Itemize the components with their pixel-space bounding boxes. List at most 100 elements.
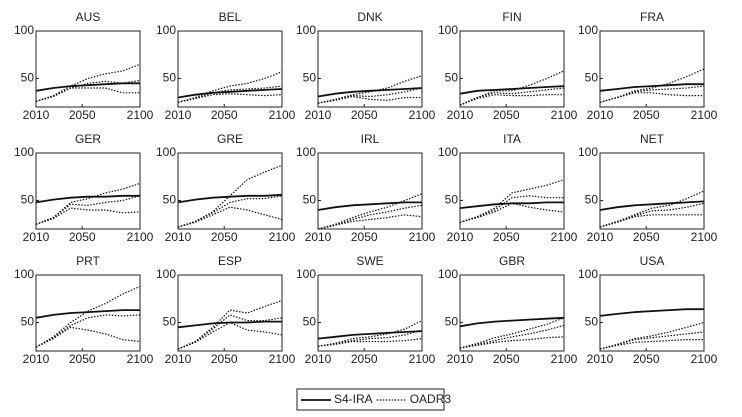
- y-tick-label: 100: [156, 23, 176, 37]
- axes-frame: [35, 152, 141, 230]
- series-line: [459, 85, 565, 95]
- x-tick-label: 2050: [493, 230, 520, 244]
- series-line: [459, 195, 564, 223]
- series-line: [35, 285, 141, 348]
- x-tick-label: 2100: [269, 108, 296, 122]
- x-tick-label: 2010: [165, 230, 192, 244]
- x-tick-label: 2050: [69, 108, 96, 122]
- series-line: [459, 316, 565, 328]
- y-tick-label: 50: [163, 193, 177, 207]
- panel-title: GRE: [217, 132, 243, 146]
- panel-title: USA: [640, 254, 665, 268]
- x-tick-label: 2050: [351, 352, 378, 366]
- y-tick-label: 50: [21, 193, 35, 207]
- series-line: [599, 92, 704, 103]
- series-line: [35, 63, 141, 102]
- x-tick-label: 2010: [23, 230, 50, 244]
- x-tick-label: 2100: [409, 352, 436, 366]
- x-tick-label: 2050: [633, 352, 660, 366]
- y-tick-label: 100: [14, 145, 34, 159]
- x-tick-label: 2010: [587, 108, 614, 122]
- series-line: [35, 79, 141, 102]
- axes-frame: [459, 30, 565, 108]
- series-line: [317, 87, 423, 98]
- y-tick-label: 50: [585, 71, 599, 85]
- panel-title: PRT: [76, 254, 100, 268]
- x-tick-label: 2100: [691, 230, 718, 244]
- axes-frame: [599, 152, 705, 230]
- series-line: [35, 309, 140, 319]
- panel-title: DNK: [357, 10, 382, 24]
- x-tick-label: 2010: [447, 108, 474, 122]
- series-line: [177, 88, 283, 99]
- y-tick-label: 50: [303, 71, 317, 85]
- axes-frame: [317, 30, 423, 108]
- y-tick-label: 50: [21, 71, 35, 85]
- x-tick-label: 2010: [305, 230, 332, 244]
- series-line: [459, 202, 565, 223]
- series-line: [599, 308, 704, 317]
- series-line: [35, 194, 140, 204]
- y-tick-label: 100: [156, 145, 176, 159]
- axes-frame: [599, 30, 705, 108]
- panel-title: SWE: [356, 254, 383, 268]
- x-tick-label: 2010: [447, 230, 474, 244]
- x-tick-label: 2010: [587, 230, 614, 244]
- legend-box: [296, 388, 445, 411]
- legend-label: OADR3: [410, 392, 452, 406]
- series-line: [459, 317, 565, 349]
- y-tick-label: 100: [296, 23, 316, 37]
- series-line: [177, 93, 283, 103]
- y-tick-label: 50: [163, 71, 177, 85]
- axes-frame: [599, 274, 705, 352]
- series-line: [317, 338, 423, 347]
- x-tick-label: 2050: [211, 108, 238, 122]
- series-line: [317, 193, 423, 230]
- series-line: [35, 195, 141, 225]
- series-line: [459, 324, 565, 349]
- series-line: [459, 94, 564, 106]
- axes-frame: [459, 274, 565, 352]
- y-tick-label: 100: [438, 267, 458, 281]
- series-line: [177, 314, 283, 350]
- y-tick-label: 50: [303, 315, 317, 329]
- series-line: [599, 83, 704, 92]
- x-tick-label: 2010: [447, 352, 474, 366]
- y-tick-label: 100: [578, 267, 598, 281]
- series-line: [599, 190, 705, 228]
- x-tick-label: 2050: [69, 352, 96, 366]
- x-tick-label: 2050: [493, 108, 520, 122]
- series-line: [35, 82, 140, 92]
- y-tick-label: 100: [578, 145, 598, 159]
- x-tick-label: 2050: [351, 230, 378, 244]
- panel-title: GBR: [499, 254, 525, 268]
- panel-title: NET: [640, 132, 665, 146]
- series-line: [317, 95, 422, 104]
- axes-frame: [177, 274, 283, 352]
- x-tick-label: 2100: [691, 352, 718, 366]
- series-line: [599, 200, 705, 211]
- y-tick-label: 100: [156, 267, 176, 281]
- x-tick-label: 2010: [587, 352, 614, 366]
- axes-frame: [35, 30, 141, 108]
- panel-title: FIN: [502, 10, 521, 24]
- x-tick-label: 2010: [305, 352, 332, 366]
- series-line: [599, 85, 705, 103]
- panel-title: ITA: [503, 132, 521, 146]
- y-tick-label: 50: [585, 193, 599, 207]
- y-tick-label: 100: [438, 145, 458, 159]
- series-line: [317, 87, 423, 104]
- x-tick-label: 2100: [551, 108, 578, 122]
- x-tick-label: 2100: [127, 108, 154, 122]
- x-tick-label: 2100: [691, 108, 718, 122]
- series-line: [459, 87, 565, 106]
- panel-title: BEL: [219, 10, 242, 24]
- series-line: [317, 329, 423, 347]
- y-tick-label: 50: [585, 315, 599, 329]
- y-tick-label: 50: [163, 315, 177, 329]
- series-line: [317, 214, 423, 230]
- axes-frame: [459, 152, 565, 230]
- x-tick-label: 2100: [127, 230, 154, 244]
- series-line: [177, 195, 283, 228]
